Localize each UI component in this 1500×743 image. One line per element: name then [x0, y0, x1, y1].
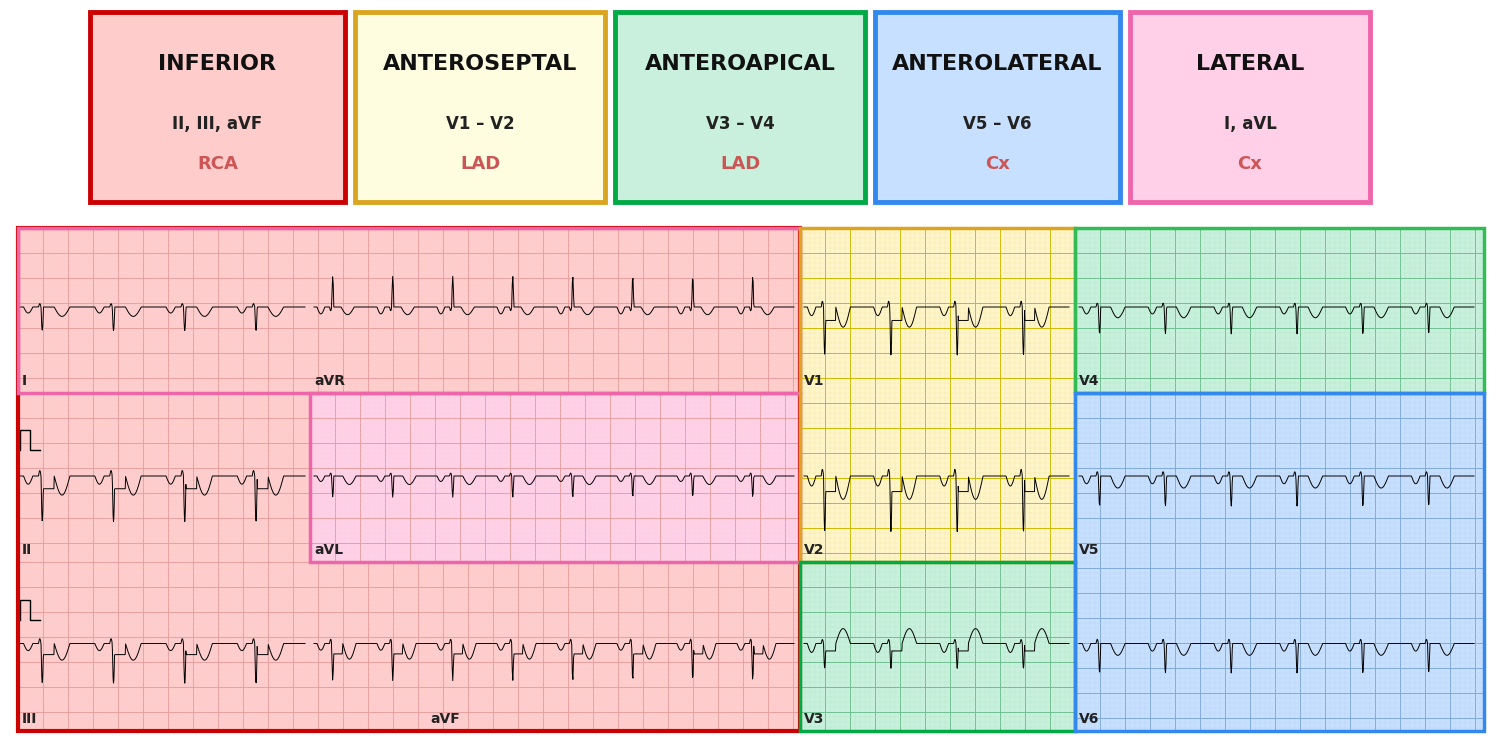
Text: aVL: aVL [314, 543, 344, 557]
Text: V6: V6 [1078, 712, 1100, 726]
Bar [90, 12, 345, 202]
Bar [310, 393, 800, 562]
Text: INFERIOR: INFERIOR [159, 54, 276, 74]
Bar [310, 393, 800, 562]
Text: V5 – V6: V5 – V6 [963, 115, 1032, 133]
Bar [1076, 228, 1484, 393]
Bar [1076, 393, 1484, 731]
Bar [800, 228, 1076, 562]
Text: I: I [22, 374, 27, 388]
Bar [1130, 12, 1370, 202]
Text: LATERAL: LATERAL [1196, 54, 1304, 74]
Bar [18, 228, 800, 393]
Text: V1: V1 [804, 374, 825, 388]
Bar [800, 562, 1076, 731]
Text: V3: V3 [804, 712, 825, 726]
Text: V1 – V2: V1 – V2 [446, 115, 514, 133]
Text: V2: V2 [804, 543, 825, 557]
Text: V4: V4 [1078, 374, 1100, 388]
Text: V5: V5 [1078, 543, 1100, 557]
Bar [18, 393, 310, 562]
Bar [18, 562, 800, 731]
Bar [800, 228, 1076, 562]
Bar [356, 12, 604, 202]
Bar [800, 562, 1076, 731]
Text: II, III, aVF: II, III, aVF [172, 115, 262, 133]
Bar [1076, 228, 1484, 393]
Bar [18, 228, 800, 731]
Bar [1076, 393, 1484, 731]
Text: Cx: Cx [1238, 155, 1263, 173]
Text: I, aVL: I, aVL [1224, 115, 1276, 133]
Text: II: II [22, 543, 33, 557]
Bar [874, 12, 1120, 202]
Text: ANTEROLATERAL: ANTEROLATERAL [892, 54, 1102, 74]
Text: aVR: aVR [314, 374, 345, 388]
Bar [615, 12, 866, 202]
Text: aVF: aVF [430, 712, 459, 726]
Text: ANTEROAPICAL: ANTEROAPICAL [645, 54, 836, 74]
Text: LAD: LAD [460, 155, 500, 173]
Text: III: III [22, 712, 38, 726]
Text: RCA: RCA [196, 155, 238, 173]
Text: Cx: Cx [986, 155, 1010, 173]
Text: ANTEROSEPTAL: ANTEROSEPTAL [382, 54, 578, 74]
Bar [18, 228, 800, 393]
Text: V3 – V4: V3 – V4 [705, 115, 774, 133]
Text: LAD: LAD [720, 155, 760, 173]
